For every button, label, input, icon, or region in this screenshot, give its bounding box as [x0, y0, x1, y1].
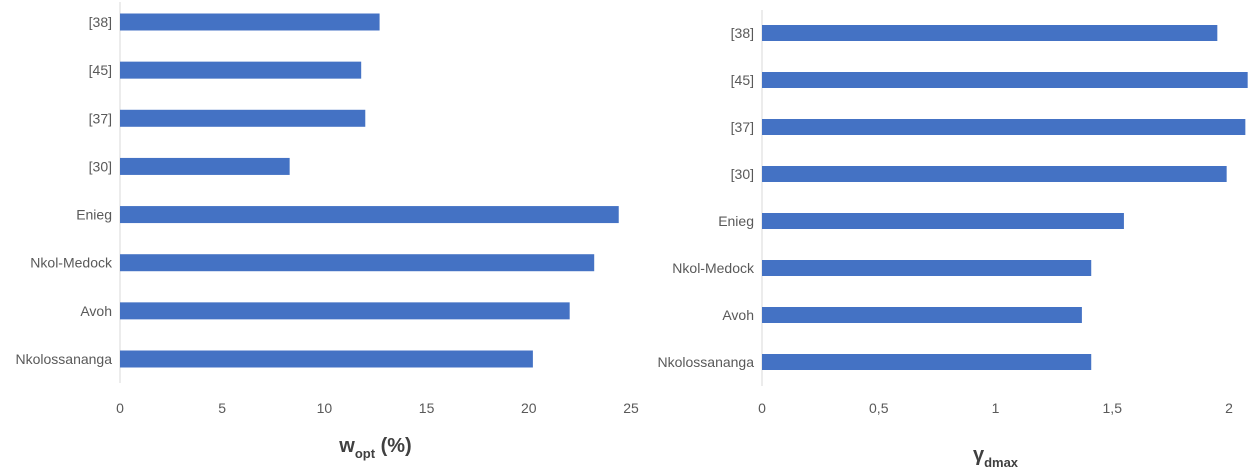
category-label: Avoh [722, 307, 754, 323]
category-label: [30] [89, 158, 112, 174]
bar [762, 307, 1082, 323]
category-label: Nkolossananga [15, 351, 112, 367]
x-axis-title-main: w [338, 435, 355, 457]
x-tick-label: 1 [992, 400, 1000, 416]
category-label: [37] [731, 119, 754, 135]
bar [762, 213, 1124, 229]
x-axis-title: γdmax [973, 444, 1019, 470]
x-tick-label: 10 [317, 400, 333, 416]
bar [762, 166, 1227, 182]
bar [120, 302, 570, 320]
bars-group [120, 13, 619, 368]
x-axis-title: wopt (%) [338, 435, 411, 461]
category-labels: [38] [45] [37] [30] Enieg Nkol-Medock Avoh Nkol… [15, 14, 113, 367]
x-tick-labels: 0 5 10 15 20 25 [116, 400, 639, 416]
x-tick-label: 15 [419, 400, 435, 416]
category-label: Avoh [80, 303, 112, 319]
chart-wopt: [38] [45] [37] [30] Enieg Nkol-Medock Avoh Nkol… [15, 2, 639, 461]
x-tick-labels: 0 0,5 1 1,5 2 [758, 400, 1233, 416]
bar [120, 109, 366, 127]
chart-gamma-dmax: [38] [45] [37] [30] Enieg Nkol-Medock Avoh Nkol… [657, 10, 1248, 470]
category-label: Enieg [718, 213, 754, 229]
x-tick-label: 5 [218, 400, 226, 416]
x-axis-title-sub: dmax [984, 455, 1019, 470]
x-axis-title-sub: opt [355, 446, 376, 461]
bar [120, 61, 362, 79]
category-label: Enieg [76, 207, 112, 223]
category-label: [45] [89, 62, 112, 78]
bar [762, 25, 1218, 41]
category-label: [45] [731, 72, 754, 88]
category-labels: [38] [45] [37] [30] Enieg Nkol-Medock Avoh Nkol… [657, 25, 755, 370]
bar [120, 350, 533, 368]
category-label: Nkol-Medock [672, 260, 755, 276]
bar [120, 254, 595, 272]
x-tick-label: 0 [758, 400, 766, 416]
bar [762, 119, 1246, 135]
x-tick-label: 0,5 [869, 400, 889, 416]
category-label: Nkol-Medock [30, 255, 113, 271]
x-tick-label: 1,5 [1103, 400, 1123, 416]
category-label: [38] [89, 14, 112, 30]
x-axis-title-main: γ [973, 444, 985, 466]
bar [762, 260, 1092, 276]
bar [120, 13, 380, 31]
x-axis-title-suffix: (%) [375, 435, 412, 457]
bar [762, 354, 1092, 370]
category-label: [38] [731, 25, 754, 41]
x-tick-label: 20 [521, 400, 537, 416]
x-tick-label: 0 [116, 400, 124, 416]
bars-group [762, 25, 1248, 370]
x-tick-label: 25 [623, 400, 639, 416]
bar [762, 72, 1248, 88]
bar [120, 157, 290, 175]
category-label: [37] [89, 110, 112, 126]
category-label: [30] [731, 166, 754, 182]
category-label: Nkolossananga [657, 354, 754, 370]
bar [120, 206, 619, 224]
x-tick-label: 2 [1225, 400, 1233, 416]
